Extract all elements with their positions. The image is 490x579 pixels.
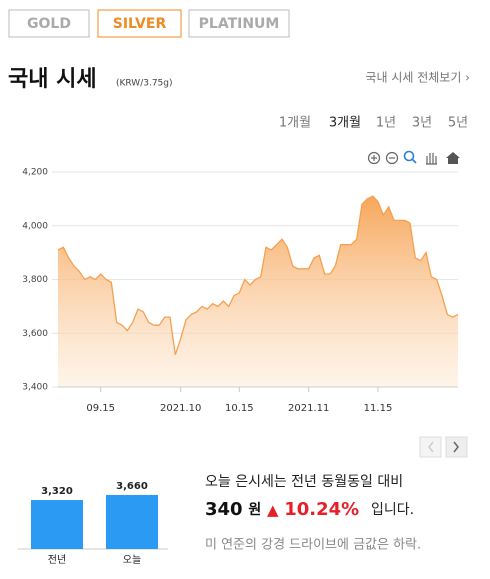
chart-toolbar — [367, 150, 460, 165]
tab-label: PLATINUM — [199, 16, 280, 32]
next-icon — [453, 441, 459, 453]
tab-button[interactable] — [8, 9, 90, 38]
y-tick-label: 3,800 — [22, 275, 48, 285]
zoom-select-button[interactable] — [403, 150, 417, 164]
y-tick-label: 4,000 — [22, 221, 48, 231]
y-tick-label: 4,200 — [22, 168, 48, 178]
bar — [106, 495, 158, 549]
summary-change: 340 원 ▲ 10.24% 입니다. — [205, 499, 414, 520]
x-tick-label: 2021.11 — [288, 403, 329, 414]
tab-label: GOLD — [27, 16, 71, 32]
summary-note: 미 연준의 강경 드라이브에 금값은 하락. — [205, 538, 421, 553]
x-tick-label: 10.15 — [225, 403, 254, 414]
x-tick-label: 오늘 — [123, 554, 141, 566]
y-tick-label: 3,400 — [22, 383, 48, 393]
zoom-out-button[interactable] — [385, 151, 399, 165]
header-title: 국내 시세 — [8, 67, 97, 92]
y-tick-label: 3,600 — [22, 329, 48, 339]
period-button[interactable]: 1년 — [376, 116, 396, 131]
x-tick-label: 2021.10 — [160, 403, 201, 414]
diff-unit: 원 — [248, 502, 261, 518]
period-button[interactable]: 1개월 — [279, 116, 311, 131]
percent: 10.24% — [284, 499, 359, 520]
tab-button[interactable] — [97, 9, 182, 38]
header-unit: (KRW/3.75g) — [116, 79, 173, 89]
suffix: 입니다. — [371, 502, 414, 518]
area-fill — [58, 196, 458, 387]
pan-button[interactable] — [426, 153, 437, 165]
tab-button[interactable] — [188, 9, 290, 38]
tab-label: SILVER — [113, 16, 167, 32]
zoom-in-button[interactable] — [367, 151, 381, 165]
prev-button[interactable] — [419, 436, 442, 458]
up-arrow: ▲ — [267, 501, 279, 519]
view-all-link[interactable]: 국내 시세 전체보기 › — [365, 71, 470, 85]
reset-button[interactable] — [446, 152, 460, 164]
period-button[interactable]: 3개월 — [329, 116, 361, 131]
diff: 340 — [205, 499, 243, 520]
x-tick-label: 11.15 — [364, 403, 393, 414]
prev-icon — [428, 441, 434, 453]
next-button[interactable] — [445, 436, 468, 458]
bar — [31, 500, 83, 549]
summary-line: 오늘 은시세는 전년 동월동일 대비 — [205, 474, 403, 490]
price-line — [57, 195, 459, 356]
period-button[interactable]: 3년 — [412, 116, 432, 131]
x-tick-label: 09.15 — [86, 403, 115, 414]
bar-value-label: 3,320 — [41, 486, 73, 497]
x-tick-label: 전년 — [48, 554, 66, 566]
period-button[interactable]: 5년 — [448, 116, 468, 131]
bar-value-label: 3,660 — [116, 481, 148, 492]
